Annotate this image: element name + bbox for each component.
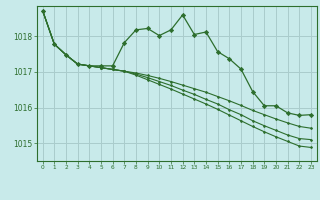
Text: Graphe pression niveau de la mer (hPa): Graphe pression niveau de la mer (hPa) <box>60 178 260 187</box>
